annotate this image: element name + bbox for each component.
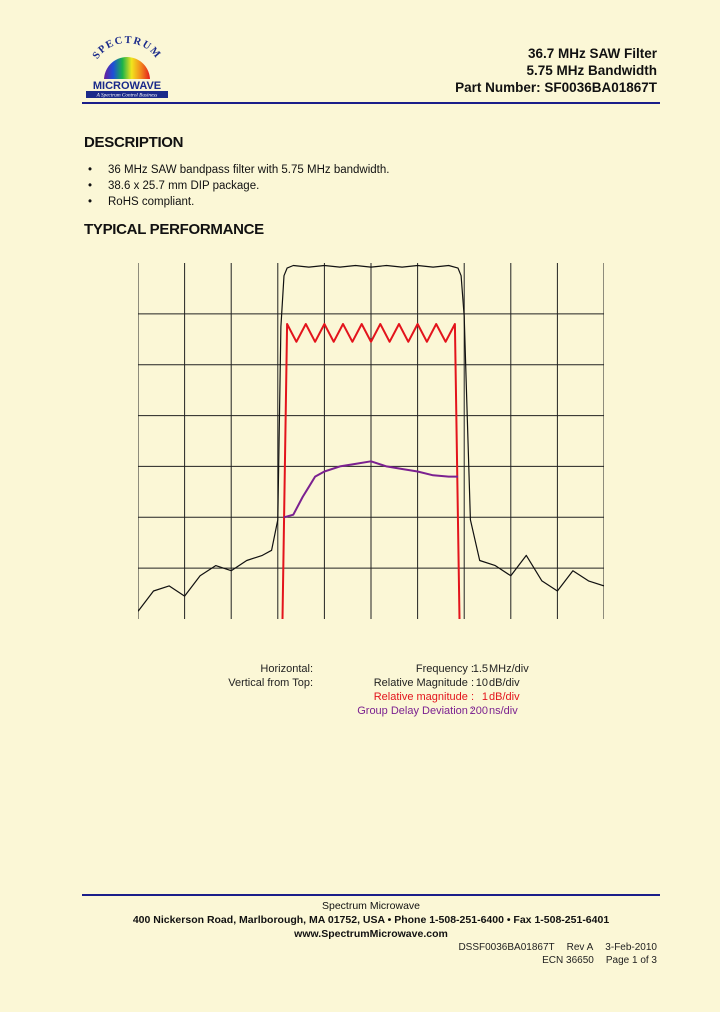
footer-divider [82, 894, 660, 896]
legend-axis-label: Horizontal: [260, 663, 313, 675]
chart-series [138, 264, 604, 619]
spectrum-microwave-logo: SPECTRUM MICROWAVE A Spectrum Control Bu… [86, 36, 168, 99]
document-info: DSSF0036BA01867T Rev A 3-Feb-2010 ECN 3665… [446, 941, 657, 967]
legend-unit: dB/div [489, 677, 520, 689]
legend-quantity: Frequency : [415, 663, 474, 675]
doc-page: Page 1 of 3 [605, 955, 657, 966]
legend-unit: ns/div [489, 705, 518, 717]
doc-date: 3-Feb-2010 [605, 942, 657, 953]
legend-axis-label: Vertical from Top: [228, 677, 313, 689]
description-bullet: 38.6 x 25.7 mm DIP package. [88, 178, 389, 194]
description-bullet: RoHS compliant. [88, 194, 389, 210]
series-line-passband [281, 323, 461, 619]
legend-unit: MHz/div [489, 663, 529, 675]
legend-row-horizontal: Horizontal: Frequency : 1.5 MHz/div [138, 662, 568, 676]
legend-row-magnitude: Vertical from Top: Relative Magnitude : … [138, 676, 568, 690]
footer-company: Spectrum Microwave [321, 900, 421, 912]
legend-row-passband: Relative magnitude : 1 dB/div [138, 690, 568, 704]
doc-info-row: DSSF0036BA01867T Rev A 3-Feb-2010 [446, 941, 657, 954]
performance-chart [138, 263, 604, 619]
rainbow-fan-icon [104, 57, 150, 80]
chart-legend: Horizontal: Frequency : 1.5 MHz/div Vert… [138, 662, 568, 718]
legend-value: 1.5 [472, 663, 488, 675]
footer-website-link[interactable]: www.SpectrumMicrowave.com [294, 928, 448, 940]
doc-revision: Rev A [566, 942, 594, 953]
part-number: Part Number: SF0036BA01867T [455, 80, 657, 95]
doc-number: DSSF0036BA01867T [458, 942, 555, 953]
legend-value: 1 [481, 691, 488, 703]
product-title: 36.7 MHz SAW Filter [527, 46, 657, 61]
legend-value: 10 [475, 677, 488, 689]
product-bandwidth: 5.75 MHz Bandwidth [526, 63, 657, 78]
logo-brand-main: MICROWAVE [93, 80, 161, 92]
description-bullet: 36 MHz SAW bandpass filter with 5.75 MHz… [88, 162, 389, 178]
performance-heading: TYPICAL PERFORMANCE [84, 221, 264, 238]
series-line-group-delay [283, 460, 458, 519]
description-heading: DESCRIPTION [84, 134, 184, 151]
legend-quantity: Relative magnitude : [373, 691, 474, 703]
description-list: 36 MHz SAW bandpass filter with 5.75 MHz… [88, 162, 389, 210]
footer-address: 400 Nickerson Road, Marlborough, MA 0175… [132, 914, 610, 926]
legend-quantity: Relative Magnitude : [373, 677, 474, 689]
chart-grid [138, 263, 604, 619]
legend-value: 200 [469, 705, 488, 717]
logo-tagline: A Spectrum Control Business [96, 93, 158, 99]
series-line-magnitude [138, 264, 604, 612]
header-divider [82, 102, 660, 104]
legend-unit: dB/div [489, 691, 520, 703]
doc-info-row: ECN 36650 Page 1 of 3 [446, 954, 657, 967]
doc-ecn: ECN 36650 [542, 955, 594, 966]
legend-quantity: Group Delay Deviation : [357, 705, 474, 717]
legend-row-group-delay: Group Delay Deviation : 200 ns/div [138, 704, 568, 718]
